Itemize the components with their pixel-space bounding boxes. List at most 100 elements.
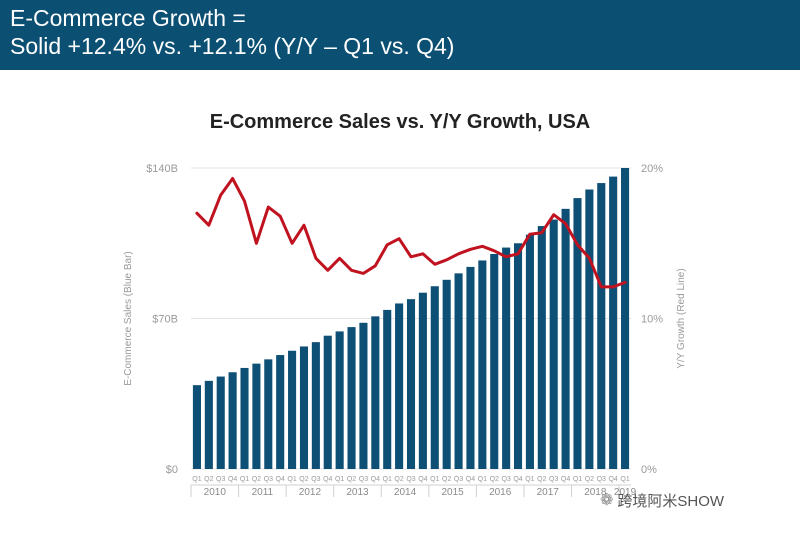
bar <box>395 303 404 469</box>
header-title-line-1: E-Commerce Growth = <box>10 5 246 31</box>
bar <box>252 363 261 469</box>
x-tick-label: Q2 <box>442 476 451 483</box>
year-label: 2016 <box>489 487 512 498</box>
x-tick-label: Q4 <box>561 476 570 483</box>
bar <box>573 198 582 469</box>
x-tick-label: Q1 <box>525 476 534 483</box>
bar <box>478 260 487 469</box>
x-tick-label: Q1 <box>335 476 344 483</box>
bar <box>609 176 618 469</box>
x-tick-label: Q1 <box>573 476 582 483</box>
x-tick-label: Q2 <box>252 476 261 483</box>
year-label: 2012 <box>299 487 322 498</box>
x-tick-label: Q1 <box>287 476 296 483</box>
watermark-text: 跨境阿米SHOW <box>617 492 725 510</box>
y-tick-label: $140B <box>146 163 178 175</box>
year-label: 2013 <box>346 487 369 498</box>
header-banner: E-Commerce Growth = Solid +12.4% vs. +12… <box>0 0 800 70</box>
bar <box>216 376 225 469</box>
x-tick-label: Q1 <box>192 476 201 483</box>
x-tick-label: Q4 <box>228 476 237 483</box>
y2-axis-title: Y/Y Growth (Red Line) <box>676 268 687 368</box>
x-tick-label: Q2 <box>299 476 308 483</box>
year-label: 2014 <box>394 487 417 498</box>
bar <box>228 372 237 469</box>
x-tick-label: Q3 <box>454 476 463 483</box>
bar <box>549 219 558 469</box>
bar <box>537 226 546 469</box>
watermark: ❁ 跨境阿米SHOW <box>600 488 724 512</box>
bar <box>406 299 416 469</box>
y2-tick-label: 0% <box>641 464 657 476</box>
bar <box>192 385 201 469</box>
bar <box>335 331 344 469</box>
x-tick-label: Q3 <box>501 476 510 483</box>
x-tick-label: Q2 <box>585 476 594 483</box>
x-tick-label: Q4 <box>608 476 617 483</box>
bar <box>371 316 380 469</box>
growth-line <box>195 177 627 289</box>
year-label: 2017 <box>537 487 560 498</box>
x-tick-label: Q3 <box>216 476 225 483</box>
y2-tick-label: 10% <box>641 314 663 326</box>
x-tick-label: Q4 <box>323 476 332 483</box>
x-tick-label: Q3 <box>359 476 368 483</box>
x-tick-label: Q3 <box>406 476 415 483</box>
bar <box>621 168 630 469</box>
x-tick-label: Q4 <box>276 476 285 483</box>
bar <box>430 286 439 469</box>
bar <box>383 309 392 469</box>
x-tick-label: Q1 <box>240 476 249 483</box>
x-tick-label: Q2 <box>394 476 403 483</box>
bar <box>240 367 249 469</box>
x-tick-label: Q1 <box>430 476 439 483</box>
bar <box>418 292 427 469</box>
x-tick-label: Q4 <box>371 476 380 483</box>
bar <box>276 355 285 469</box>
x-tick-label: Q3 <box>311 476 320 483</box>
x-tick-label: Q2 <box>347 476 356 483</box>
bar <box>454 273 463 469</box>
bar <box>347 327 356 469</box>
bar <box>299 346 309 469</box>
bar <box>323 335 332 469</box>
bar <box>442 279 451 469</box>
bar <box>525 234 534 469</box>
bar <box>359 322 368 469</box>
bar <box>204 380 213 469</box>
x-tick-label: Q1 <box>620 476 629 483</box>
x-tick-label: Q2 <box>204 476 213 483</box>
header-title-line-2: Solid +12.4% vs. +12.1% (Y/Y – Q1 vs. Q4… <box>10 33 455 59</box>
y-tick-label: $0 <box>166 464 178 476</box>
bar <box>561 208 570 469</box>
x-tick-label: Q1 <box>478 476 487 483</box>
bar <box>597 183 606 470</box>
bar <box>513 243 523 469</box>
x-tick-label: Q3 <box>597 476 606 483</box>
bar <box>502 247 511 469</box>
y2-tick-label: 20% <box>641 163 663 175</box>
x-tick-label: Q3 <box>549 476 558 483</box>
x-tick-label: Q3 <box>264 476 273 483</box>
x-tick-label: Q1 <box>383 476 392 483</box>
x-tick-label: Q2 <box>537 476 546 483</box>
year-label: 2018 <box>584 487 607 498</box>
x-tick-label: Q4 <box>513 476 522 483</box>
x-tick-label: Q2 <box>490 476 499 483</box>
bar <box>311 342 320 469</box>
year-label: 2019 <box>614 487 637 498</box>
bar <box>585 189 594 469</box>
chart-title: E-Commerce Sales vs. Y/Y Growth, USA <box>209 111 591 133</box>
year-label: 2015 <box>441 487 464 498</box>
year-label: 2011 <box>252 487 274 498</box>
bar <box>264 359 273 469</box>
bar <box>466 266 475 469</box>
year-label: 2010 <box>204 487 227 498</box>
x-tick-label: Q4 <box>466 476 475 483</box>
x-tick-label: Q4 <box>418 476 427 483</box>
y-axis-title: E-Commerce Sales (Blue Bar) <box>123 251 134 385</box>
y-tick-label: $70B <box>152 314 178 326</box>
bar <box>490 254 499 469</box>
wechat-icon: ❁ <box>600 492 614 509</box>
